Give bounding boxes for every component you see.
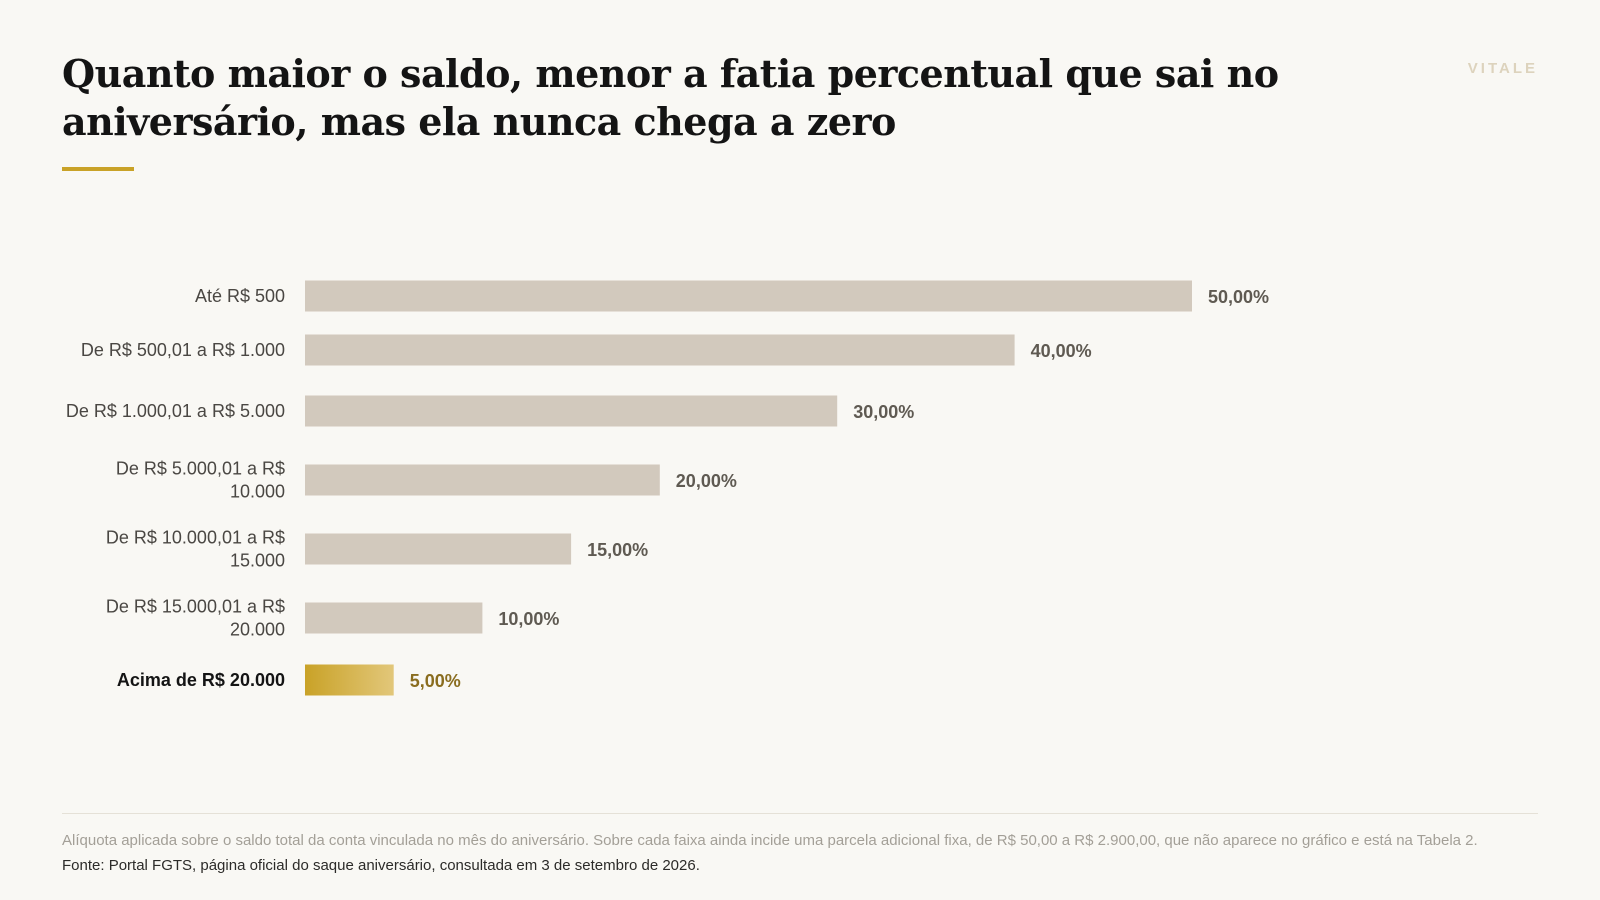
value-label: 30,00% <box>853 402 914 422</box>
brand-logo: VITALE <box>1467 60 1538 77</box>
category-label: De R$ 10.000,01 a R$ 15.000 <box>106 528 285 571</box>
bar <box>305 602 483 634</box>
bar-highlight <box>305 664 394 696</box>
category-label: De R$ 500,01 a R$ 1.000 <box>81 340 285 360</box>
bar <box>305 533 572 565</box>
category-label: De R$ 5.000,01 a R$ 10.000 <box>116 459 285 502</box>
value-label: 10,00% <box>498 609 559 629</box>
category-label: De R$ 1.000,01 a R$ 5.000 <box>66 401 285 421</box>
value-label: 15,00% <box>587 540 648 560</box>
bar <box>305 464 660 496</box>
footnote: Alíquota aplicada sobre o saldo total da… <box>62 832 1478 849</box>
bar <box>305 280 1192 312</box>
category-label: De R$ 15.000,01 a R$ 20.000 <box>106 597 285 640</box>
value-label: 50,00% <box>1208 287 1269 307</box>
bar <box>305 395 838 427</box>
footer-divider <box>62 813 1538 814</box>
value-label: 20,00% <box>676 471 737 491</box>
category-label-highlight: Acima de R$ 20.000 <box>117 670 285 690</box>
title-accent-rule <box>62 167 134 171</box>
value-label: 40,00% <box>1031 341 1092 361</box>
bar-chart: Até R$ 500 50,00% De R$ 500,01 a R$ 1.000 4… <box>66 280 1269 696</box>
chart-title: Quanto maior o saldo, menor a fatia perc… <box>62 51 1279 144</box>
bar <box>305 334 1015 366</box>
source-note: Fonte: Portal FGTS, página oficial do sa… <box>62 857 700 874</box>
value-label: 5,00% <box>410 671 461 691</box>
category-label: Até R$ 500 <box>195 286 285 306</box>
